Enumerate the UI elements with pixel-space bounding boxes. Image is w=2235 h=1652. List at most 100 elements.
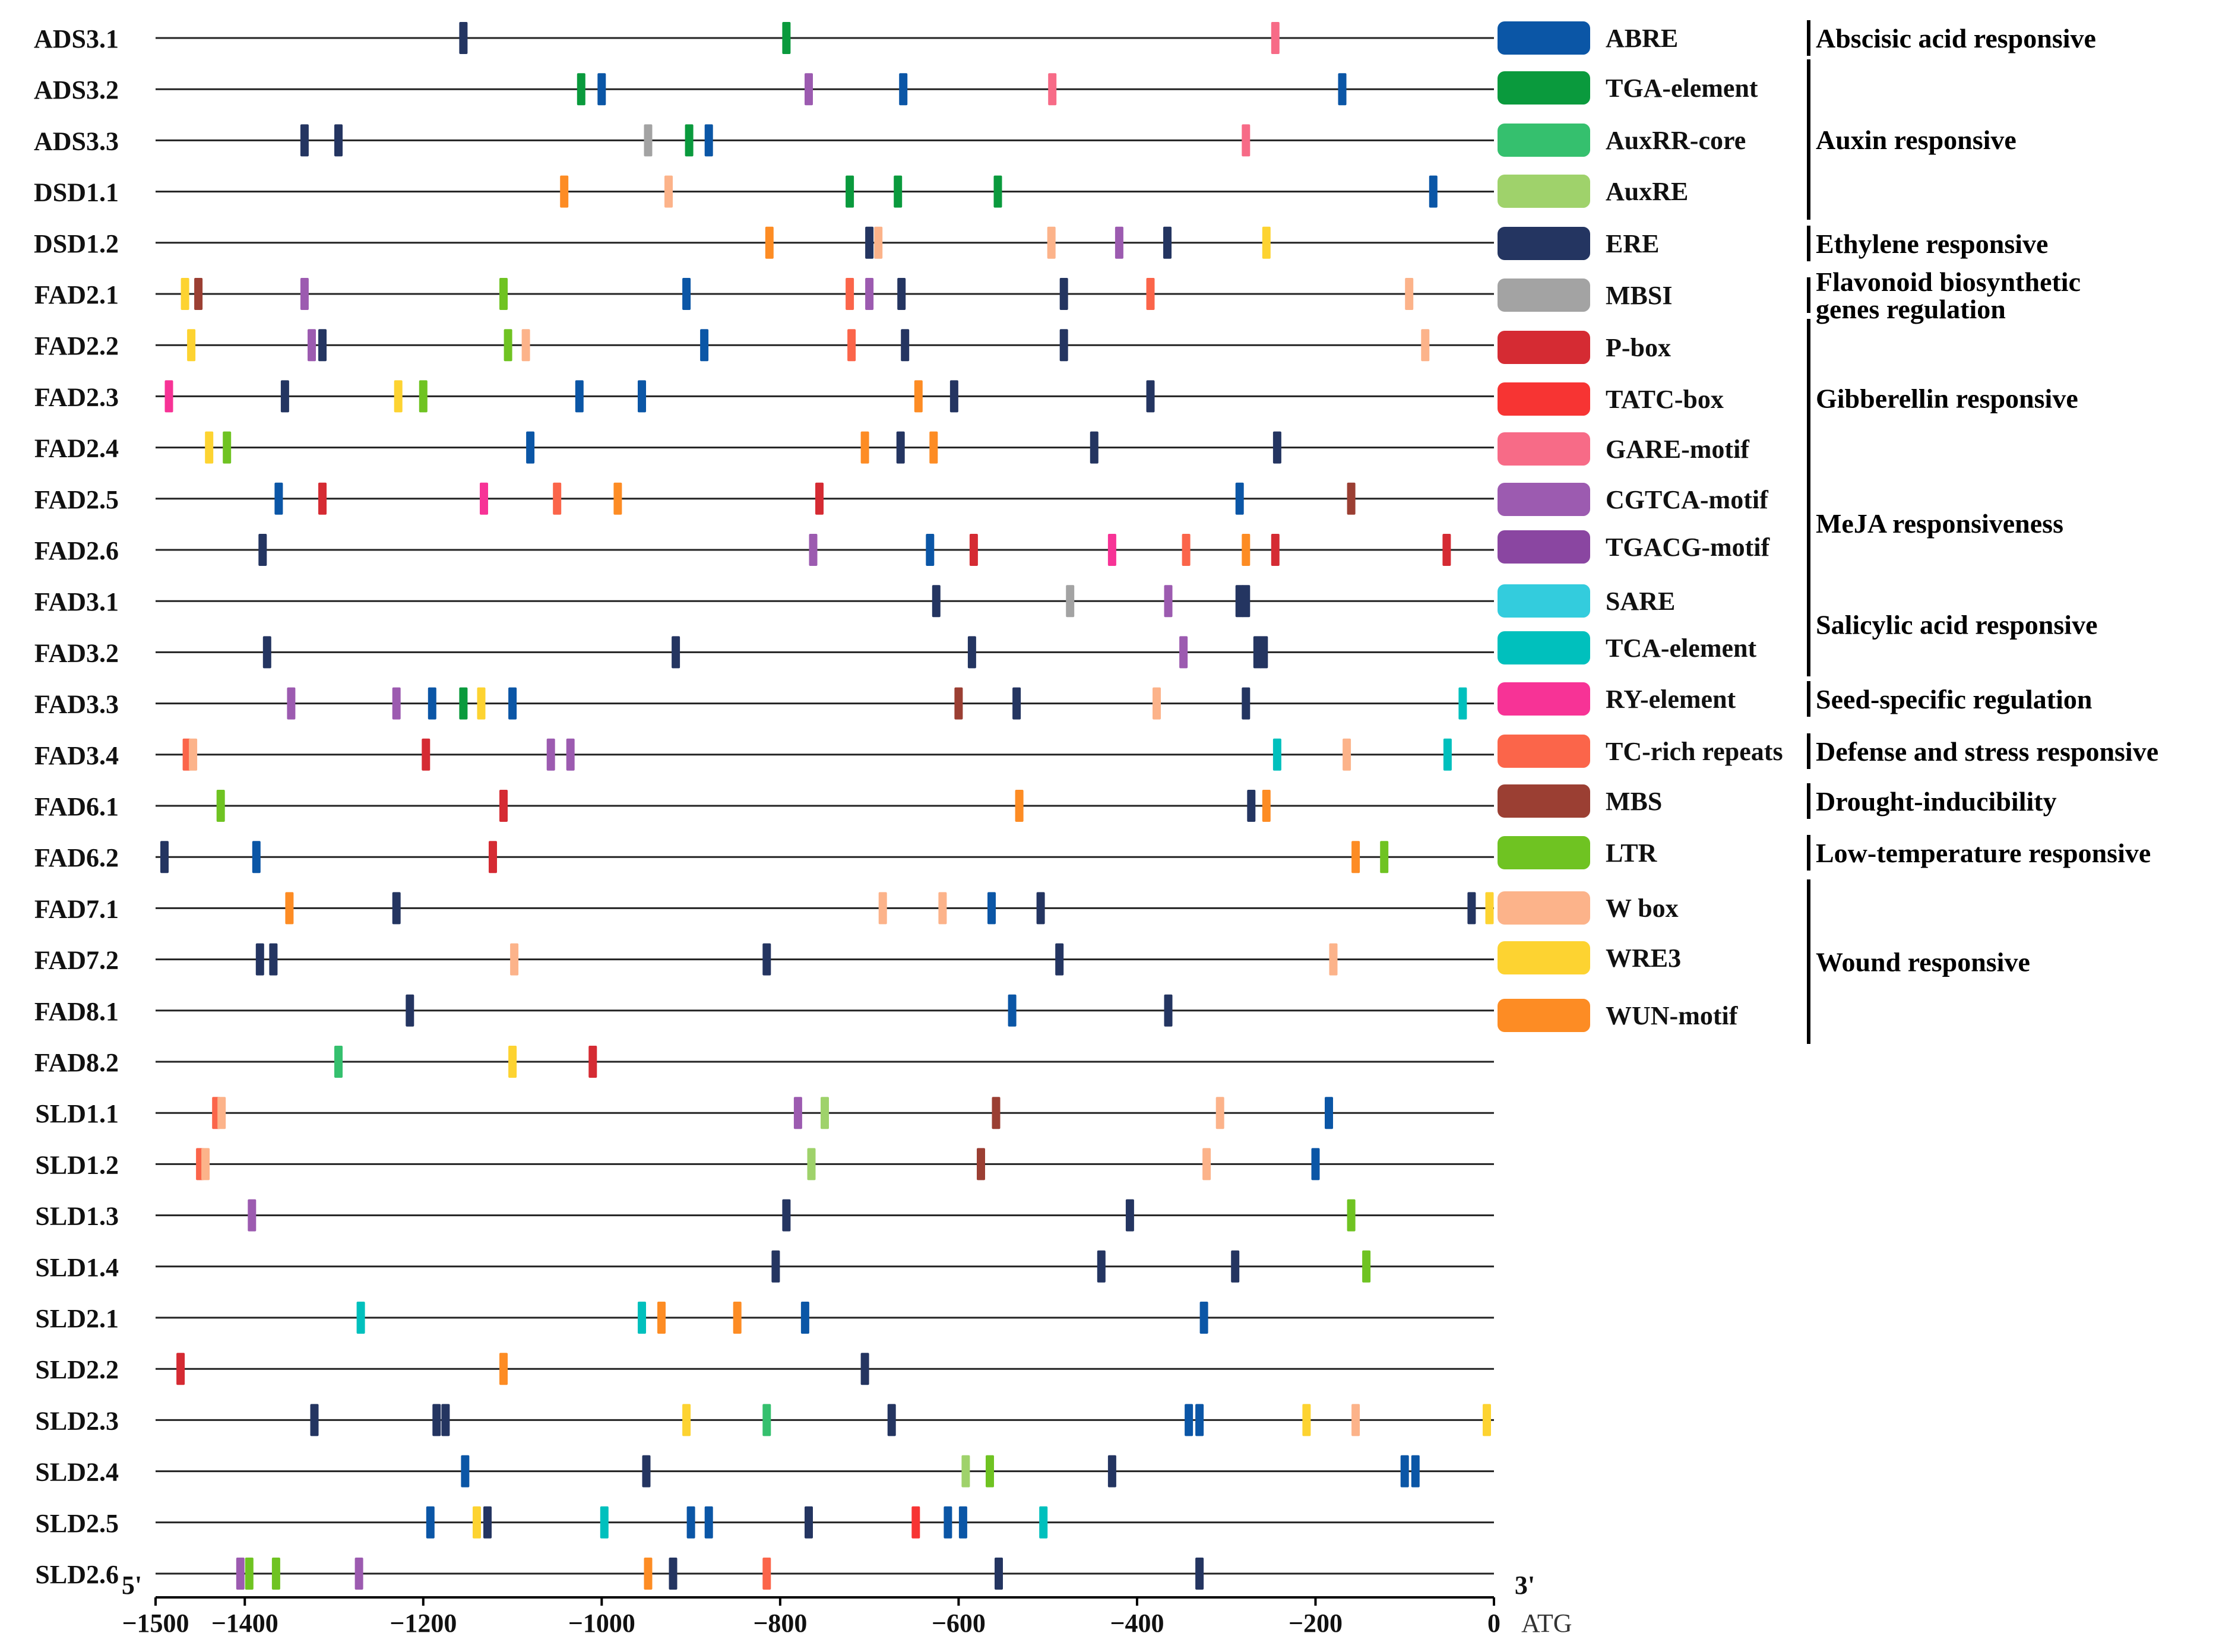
element-mark-ere — [1036, 892, 1045, 925]
element-mark-ere — [1059, 278, 1068, 310]
element-mark-ere — [897, 278, 906, 310]
element-mark-wun — [560, 175, 569, 208]
element-mark-abre — [426, 1506, 435, 1539]
element-mark-wbox — [201, 1148, 210, 1181]
element-mark-pbox — [815, 482, 824, 515]
gene-row-fad3-3: FAD3.3 — [34, 687, 1494, 720]
legend-label: AuxRR-core — [1606, 126, 1746, 155]
atg-label: ATG — [1521, 1609, 1572, 1638]
element-mark-wbox — [510, 943, 519, 976]
element-mark-ere — [932, 585, 941, 618]
gene-label: DSD1.1 — [34, 178, 119, 207]
element-mark-wre3 — [682, 1404, 691, 1436]
element-mark-tga — [993, 175, 1002, 208]
legend-swatch — [1498, 227, 1590, 260]
gene-label: SLD1.2 — [35, 1150, 119, 1179]
element-mark-auxre — [807, 1148, 816, 1181]
element-mark-wbox — [1351, 1404, 1360, 1436]
legend-swatch — [1498, 584, 1590, 618]
element-mark-wun — [657, 1302, 666, 1334]
gene-row-dsd1-2: DSD1.2 — [34, 226, 1494, 259]
element-mark-tga — [782, 22, 791, 54]
element-mark-wun — [914, 380, 923, 413]
gene-label: DSD1.2 — [34, 229, 119, 258]
element-mark-wun — [733, 1302, 742, 1334]
element-mark-abre — [597, 73, 606, 106]
element-mark-cgtca — [566, 738, 575, 771]
x-tick-label: −1000 — [568, 1609, 635, 1638]
x-tick-label: −400 — [1110, 1609, 1164, 1638]
legend-item-auxrr: AuxRR-core — [1498, 124, 1746, 157]
element-mark-tca — [1039, 1506, 1048, 1539]
element-mark-abre — [575, 380, 584, 413]
gene-label: SLD2.3 — [35, 1406, 119, 1435]
legend-item-wun: WUN-motif — [1498, 999, 1739, 1032]
gene-row-fad2-3: FAD2.3 — [34, 380, 1494, 413]
element-mark-wre3 — [181, 278, 189, 310]
element-mark-cgtca — [809, 534, 818, 566]
legend-item-tgacg: TGACG-motif — [1498, 530, 1771, 564]
element-mark-ltr — [419, 380, 428, 413]
element-mark-abre — [1325, 1097, 1333, 1129]
group-label: genes regulation — [1816, 294, 2006, 324]
element-mark-wbox — [874, 226, 883, 259]
legend-swatch — [1498, 382, 1590, 416]
element-mark-tga — [894, 175, 903, 208]
element-mark-ere — [1163, 226, 1172, 259]
element-mark-wbox — [1421, 329, 1430, 362]
gene-label: FAD8.1 — [34, 997, 119, 1026]
element-mark-cgtca — [392, 687, 401, 720]
element-mark-pbox — [588, 1046, 597, 1078]
legend-item-sare: SARE — [1498, 584, 1675, 618]
element-mark-pbox — [1442, 534, 1451, 566]
element-mark-wbox — [1047, 226, 1056, 259]
gene-label: FAD7.1 — [34, 894, 119, 923]
element-mark-ere — [334, 124, 343, 157]
element-mark-ere — [1272, 431, 1281, 464]
gene-row-fad6-2: FAD6.2 — [34, 841, 1494, 874]
element-mark-wbox — [878, 892, 887, 925]
group-label: Wound responsive — [1816, 947, 2030, 977]
legend-swatch — [1498, 21, 1590, 55]
x-tick-label: −200 — [1289, 1609, 1343, 1638]
gene-label: ADS3.3 — [34, 126, 119, 156]
element-mark-tcrich — [846, 278, 854, 310]
element-mark-ere — [258, 534, 267, 566]
element-mark-gare — [1242, 124, 1251, 157]
legend-item-abre: ABRE — [1498, 21, 1678, 55]
element-mark-tca — [1272, 738, 1281, 771]
element-mark-abre — [899, 73, 908, 106]
legend-label: ABRE — [1606, 24, 1678, 53]
element-mark-abre — [428, 687, 436, 720]
element-mark-abre — [704, 1506, 713, 1539]
element-mark-abre — [638, 380, 646, 413]
element-mark-ere — [1259, 636, 1268, 669]
element-mark-ere — [762, 943, 771, 976]
element-mark-ry — [164, 380, 173, 413]
gene-row-sld1-4: SLD1.4 — [35, 1250, 1494, 1283]
function-groups: Abscisic acid responsive Auxin responsive… — [1807, 20, 2158, 1044]
element-mark-cgtca — [793, 1097, 802, 1129]
element-mark-ere — [432, 1404, 441, 1436]
element-mark-wre3 — [394, 380, 403, 413]
element-mark-ere — [1467, 892, 1476, 925]
element-mark-abre — [926, 534, 935, 566]
legend-label: P-box — [1606, 333, 1671, 362]
legend-label: TC-rich repeats — [1606, 737, 1783, 766]
group-auxin-responsive: Auxin responsive — [1807, 59, 2016, 220]
element-mark-ltr — [271, 1558, 280, 1590]
legend-swatch — [1498, 999, 1590, 1032]
element-mark-wun — [285, 892, 294, 925]
gene-row-ads3-2: ADS3.2 — [34, 73, 1494, 106]
group-label: MeJA responsiveness — [1816, 508, 2063, 539]
group-label: Flavonoid biosynthetic — [1816, 267, 2081, 297]
element-mark-ere — [262, 636, 271, 669]
legend-swatch — [1498, 784, 1590, 818]
group-drought-inducibility: Drought-inducibility — [1807, 783, 2057, 819]
element-mark-wbox — [189, 738, 198, 771]
element-mark-ere — [1242, 687, 1251, 720]
element-mark-ry — [480, 482, 488, 515]
element-mark-ere — [392, 892, 401, 925]
group-salicylic-acid-responsive: Salicylic acid responsive — [1807, 572, 2098, 676]
gene-label: SLD1.1 — [35, 1099, 119, 1128]
